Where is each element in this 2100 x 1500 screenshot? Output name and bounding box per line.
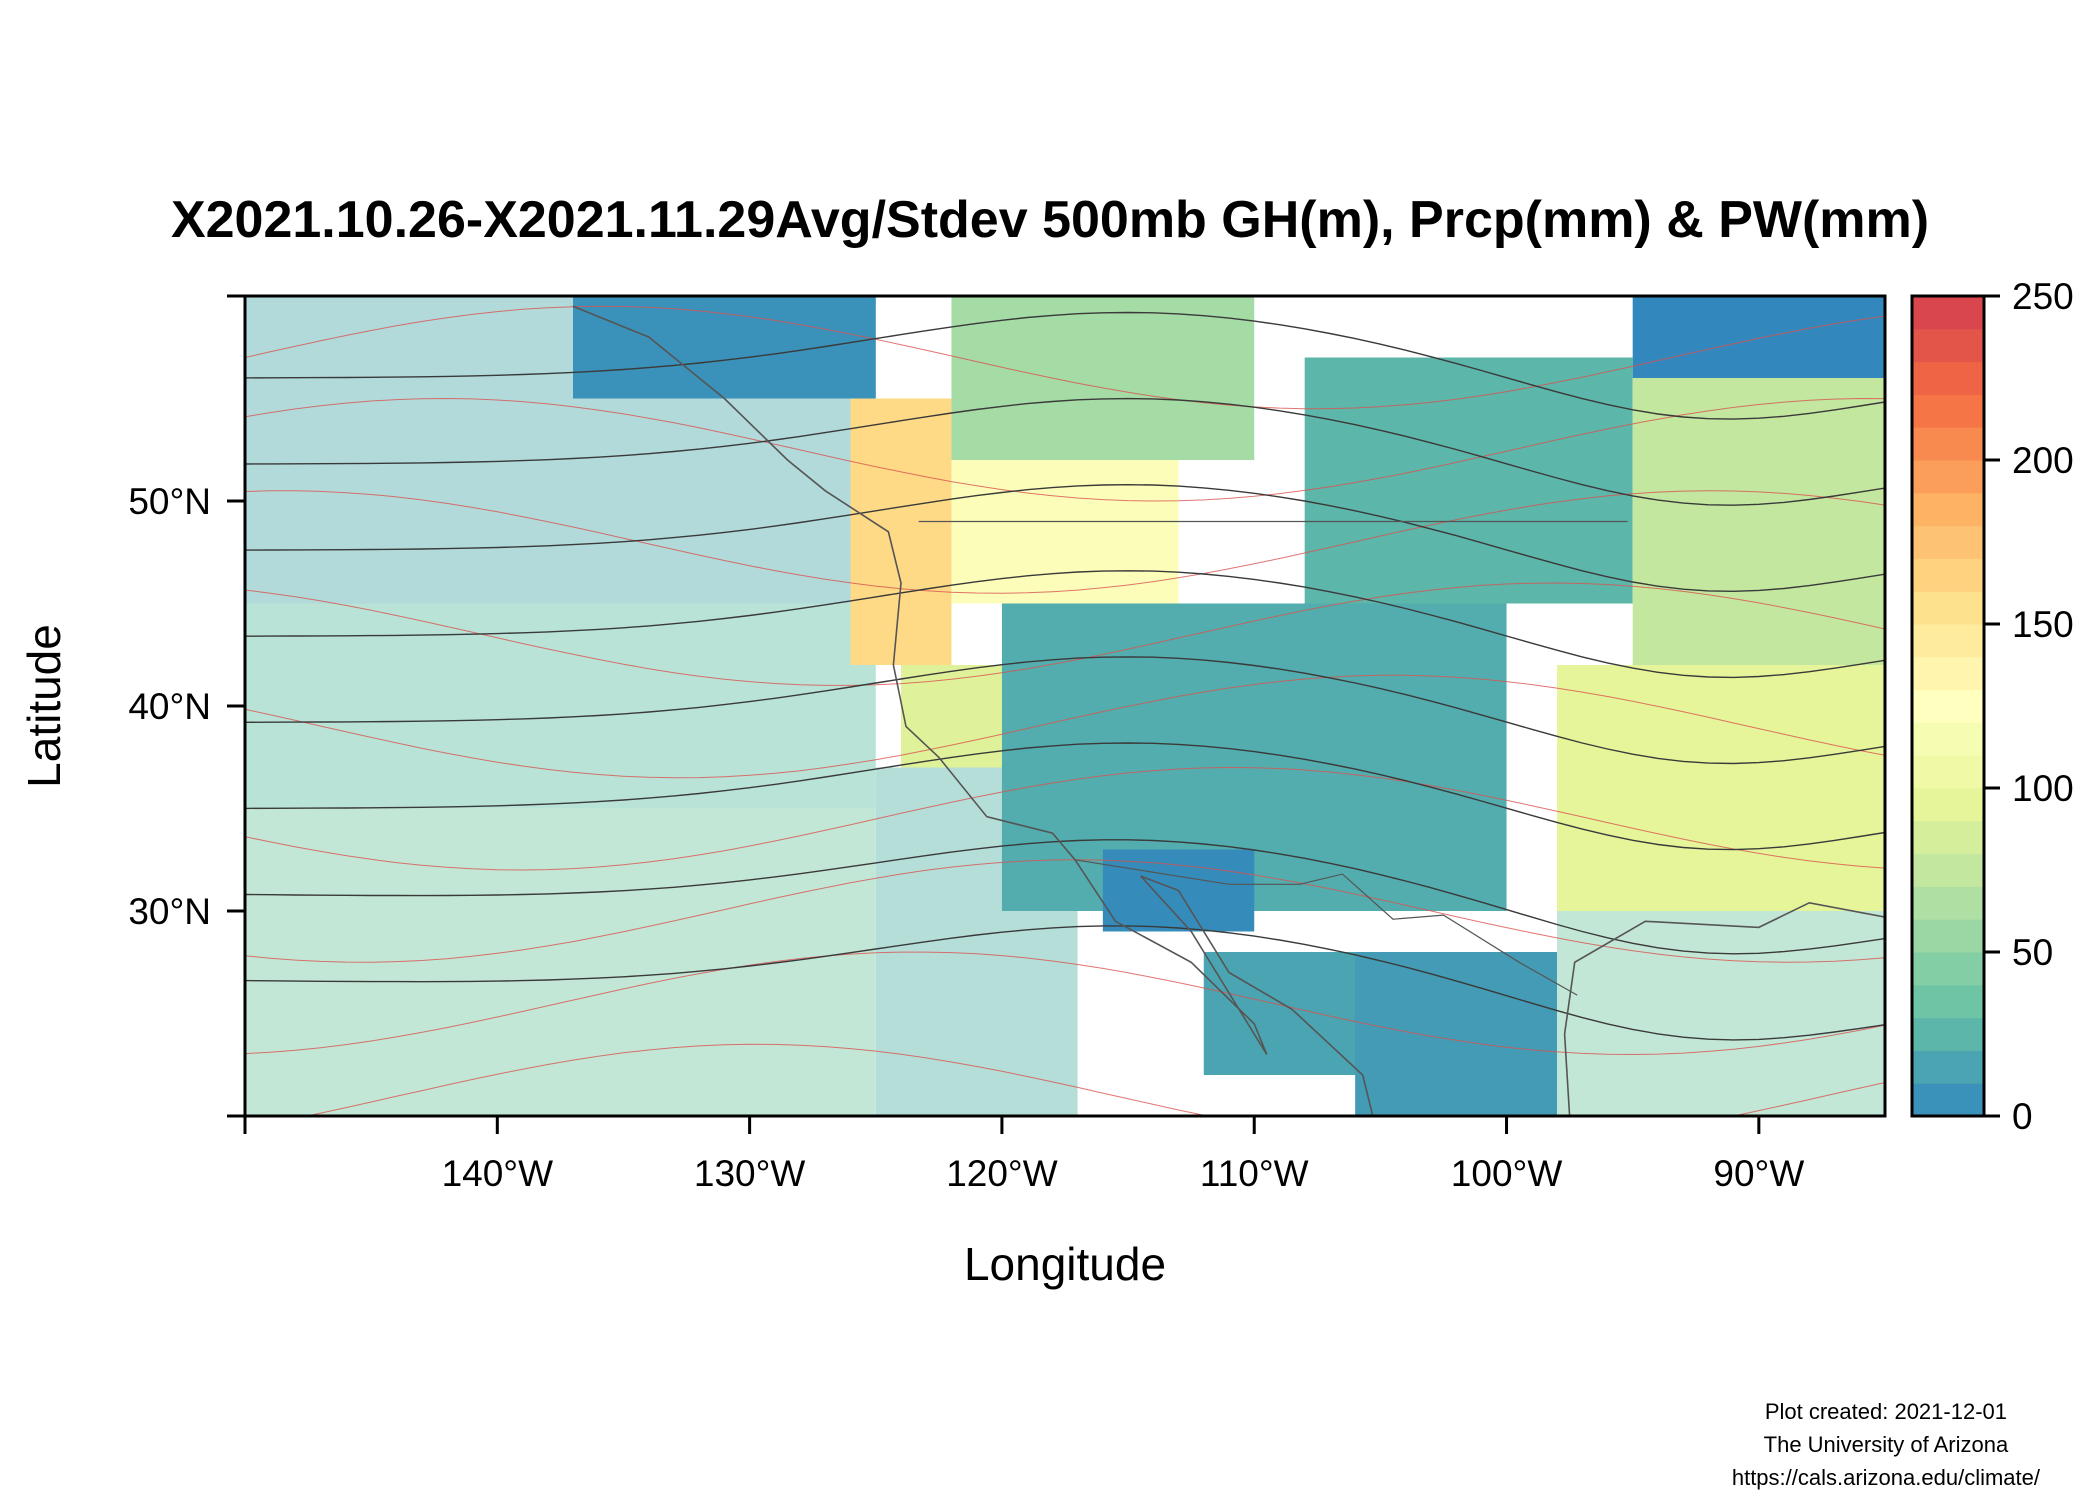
color-legend: 0 50 100 150 200 250: [1910, 276, 2074, 1137]
colorbar-step: [1912, 296, 1984, 330]
coastline-and-borders: [572, 305, 1885, 1116]
plot-created-date: Plot created: 2021-12-01: [1764, 1399, 2007, 1424]
us-mexico-border: [1075, 859, 1578, 996]
x-tick-label: 140°W: [442, 1153, 554, 1194]
precip-zone: [1203, 952, 1381, 1075]
colorbar-step: [1912, 1083, 1984, 1117]
x-axis: 140°W 130°W 120°W 110°W 100°W 90°W: [243, 1116, 1804, 1194]
colorbar-step: [1912, 394, 1984, 428]
colorbar-tick-label: 150: [2012, 604, 2074, 645]
y-axis: 30°N 40°N 50°N: [128, 294, 245, 1118]
gh-contour-line: [245, 742, 1885, 851]
colorbar-step: [1912, 492, 1984, 527]
chart-title: X2021.10.26-X2021.11.29Avg/Stdev 500mb G…: [170, 191, 1930, 249]
precip-zone: [1304, 357, 1633, 604]
colorbar-step: [1912, 1050, 1984, 1084]
precipitable-water-contours: [245, 305, 1885, 1116]
precip-zone: [951, 296, 1255, 460]
pw-contour-line: [245, 951, 1885, 1056]
precip-zone: [951, 460, 1179, 604]
colorbar-step: [1912, 853, 1984, 887]
gulf-coastline: [1563, 901, 1885, 1116]
colorbar-step: [1912, 755, 1984, 789]
colorbar-step: [1912, 722, 1984, 756]
colorbar-tick-label: 50: [2012, 932, 2053, 973]
y-axis-title: Latitude: [18, 624, 70, 788]
colorbar-tick-label: 100: [2012, 768, 2074, 809]
y-tick-label: 30°N: [128, 891, 211, 932]
colorbar-tick-label: 0: [2012, 1096, 2033, 1137]
colorbar-step: [1912, 1017, 1984, 1051]
colorbar-step: [1912, 919, 1984, 953]
y-tick-label: 40°N: [128, 686, 211, 727]
colorbar-step: [1912, 984, 1984, 1019]
colorbar-step: [1912, 460, 1984, 494]
colorbar-step: [1912, 952, 1984, 986]
gh-contour-line: [245, 483, 1885, 593]
x-tick-label: 100°W: [1451, 1153, 1563, 1194]
pw-contour-line: [245, 859, 1885, 963]
pw-contour-line: [245, 582, 1885, 686]
colorbar-tick-label: 200: [2012, 440, 2074, 481]
precip-zone: [1632, 296, 1885, 378]
pw-contour-line: [245, 674, 1885, 779]
colorbar-step: [1912, 886, 1984, 920]
gh-contour-line: [245, 925, 1885, 1041]
x-tick-label: 110°W: [1200, 1153, 1309, 1194]
colorbar-step: [1912, 525, 1984, 559]
precip-zone: [1632, 378, 1885, 665]
pw-contour-line: [245, 397, 1885, 502]
precip-zone: [245, 603, 876, 809]
credits-block: Plot created: 2021-12-01 The University …: [1732, 1395, 2040, 1494]
map-plot-area: [245, 296, 1885, 1116]
pw-contour-line: [304, 1043, 1885, 1116]
colorbar-step: [1912, 820, 1984, 855]
colorbar-step: [1912, 624, 1984, 658]
institution-name: The University of Arizona: [1763, 1432, 2009, 1457]
x-tick-label: 90°W: [1713, 1153, 1804, 1194]
geopotential-height-contours: [245, 311, 1885, 1041]
gh-contour-line: [245, 570, 1885, 679]
colorbar-step: [1912, 361, 1984, 395]
colorbar-tick-label: 250: [2012, 276, 2074, 317]
precip-zone: [1557, 911, 1885, 1116]
gh-contour-line: [245, 839, 1885, 955]
precip-zone: [573, 296, 876, 399]
pw-contour-line: [245, 766, 1885, 871]
precip-zone: [1355, 952, 1557, 1116]
precipitation-field: [245, 296, 1885, 1116]
colorbar-step: [1912, 427, 1984, 461]
colorbar-step: [1912, 656, 1984, 691]
gh-contour-line: [245, 311, 1885, 420]
gh-contour-line: [245, 397, 1885, 506]
colorbar-step: [1912, 788, 1984, 822]
pw-contour-line: [245, 490, 1885, 594]
x-tick-label: 120°W: [946, 1153, 1058, 1194]
y-tick-label: 50°N: [128, 481, 211, 522]
precip-zone: [850, 398, 952, 665]
precip-zone: [1557, 665, 1885, 911]
source-url: https://cals.arizona.edu/climate/: [1731, 1465, 2040, 1490]
x-tick-label: 130°W: [694, 1153, 806, 1194]
colorbar-step: [1912, 591, 1984, 625]
colorbar-frame: [1910, 294, 1986, 1118]
colorbar-step: [1912, 328, 1984, 363]
gh-contour-line: [245, 656, 1885, 765]
colorbar-step: [1912, 689, 1984, 723]
colorbar-step: [1912, 558, 1984, 592]
x-axis-title: Longitude: [964, 1238, 1166, 1290]
pw-contour-line: [245, 305, 1885, 410]
